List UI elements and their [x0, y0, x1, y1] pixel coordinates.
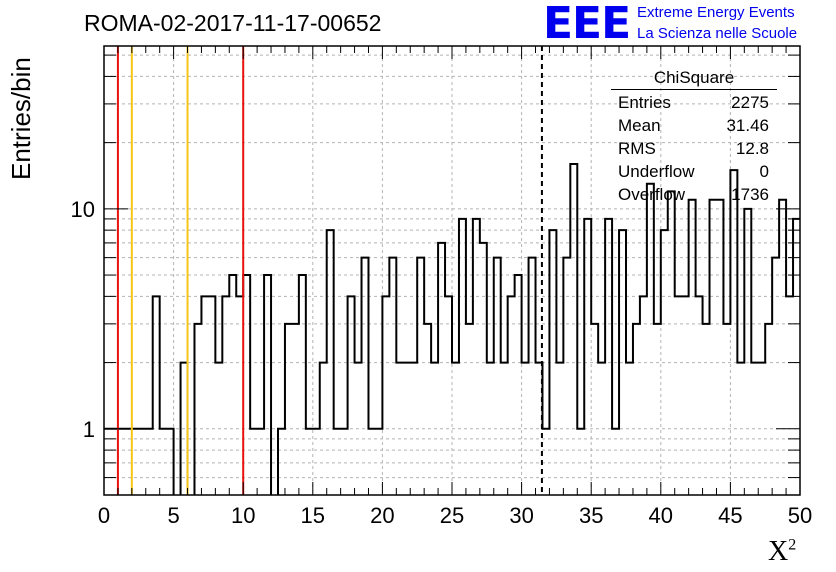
histogram-series	[104, 162, 835, 495]
stats-box: ChiSquare Entries 2275 Mean 31.46 RMS 12.8 …	[611, 68, 777, 206]
histogram-bin	[201, 296, 208, 495]
histogram-bin	[668, 191, 675, 495]
histogram-bin	[194, 324, 201, 495]
x-tick-label: 30	[509, 503, 533, 528]
x-tick-label: 15	[301, 503, 325, 528]
histogram-bin	[633, 324, 640, 495]
histogram-bin	[689, 200, 696, 495]
histogram-bin	[362, 258, 369, 495]
histogram-bin	[417, 258, 424, 495]
histogram-bin	[389, 258, 396, 495]
stats-value: 0	[759, 162, 769, 181]
histogram-bin	[299, 275, 306, 495]
histogram-bin	[703, 324, 710, 495]
histogram-bin	[821, 243, 828, 495]
histogram-bin	[480, 243, 487, 495]
histogram-bin	[828, 363, 835, 495]
histogram-bin	[570, 164, 577, 495]
histogram-bin	[222, 296, 229, 495]
logo-text-line1: Extreme Energy Events	[637, 4, 795, 21]
stats-label: Mean	[618, 116, 661, 135]
histogram-bin	[515, 275, 522, 495]
stats-row-rms: RMS 12.8	[611, 137, 777, 160]
stats-row-underflow: Underflow 0	[611, 160, 777, 183]
histogram-bin	[473, 219, 480, 495]
histogram-bin	[445, 296, 452, 495]
histogram-bin	[591, 324, 598, 495]
logo-text-line2: La Scienza nelle Scuole	[637, 25, 798, 42]
histogram-bin	[529, 258, 536, 495]
x-axis-label-superscript: 2	[788, 536, 797, 554]
histogram-bin	[710, 200, 717, 495]
stats-value: 31.46	[726, 116, 769, 135]
histogram-bin	[494, 258, 501, 495]
x-tick-label: 20	[370, 503, 394, 528]
axes: 0 5 10 15 20 25 30 35 40 45 50 1 10	[71, 45, 812, 528]
stats-label: Underflow	[618, 162, 695, 181]
histogram-bin	[229, 275, 236, 495]
chart-title: ROMA-02-2017-11-17-00652	[84, 10, 382, 36]
x-tick-label: 0	[98, 503, 110, 528]
histogram-bin	[696, 296, 703, 495]
x-tick-label: 35	[579, 503, 603, 528]
histogram-bin	[640, 296, 647, 495]
x-tick-label: 40	[649, 503, 673, 528]
histogram-bin	[236, 296, 243, 495]
x-tick-label: 50	[788, 503, 812, 528]
stats-value: 1736	[731, 185, 769, 204]
stats-row-mean: Mean 31.46	[611, 114, 777, 137]
histogram-bin	[716, 200, 723, 495]
histogram-bin	[285, 324, 292, 495]
histogram-bin	[682, 296, 689, 495]
histogram-bin	[292, 324, 299, 495]
histogram-bin	[675, 296, 682, 495]
histogram-bin	[584, 219, 591, 495]
histogram-bin	[807, 164, 814, 495]
histogram-bin	[563, 258, 570, 495]
histogram-bin	[348, 296, 355, 495]
histogram-bin	[765, 324, 772, 495]
y-tick-label: 10	[71, 197, 95, 222]
stats-label: Entries	[618, 93, 671, 112]
x-tick-label: 10	[231, 503, 255, 528]
stats-value: 12.8	[735, 139, 769, 158]
histogram-bin	[153, 296, 160, 495]
histogram-bin	[438, 243, 445, 495]
histogram-bin	[424, 324, 431, 495]
histogram-bin	[772, 258, 779, 495]
histogram-bin	[793, 219, 800, 495]
histogram-bin	[723, 324, 730, 495]
histogram-bin	[382, 296, 389, 495]
stats-label: Overflow	[618, 185, 686, 204]
histogram-bin	[264, 275, 271, 495]
reference-lines	[116, 46, 543, 495]
histogram-bin	[786, 296, 793, 495]
x-axis-label-symbol: X	[768, 536, 789, 567]
histogram-bin	[459, 219, 466, 495]
x-axis-label: X2	[768, 536, 796, 568]
eee-logo: EEE	[543, 0, 631, 49]
x-tick-label: 25	[440, 503, 464, 528]
histogram-bin	[243, 275, 250, 495]
histogram-bin	[208, 296, 215, 495]
histogram-bin	[605, 219, 612, 495]
stats-value: 2275	[731, 93, 769, 112]
x-tick-label: 5	[167, 503, 179, 528]
histogram-bin	[654, 324, 661, 495]
stats-row-entries: Entries 2275	[611, 91, 777, 114]
y-axis-label: Entries/bin	[6, 57, 36, 180]
histogram-line	[104, 162, 800, 495]
histogram-bin	[814, 164, 821, 495]
histogram-bin	[800, 219, 807, 495]
histogram-bin	[744, 209, 751, 495]
stats-label: RMS	[618, 139, 656, 158]
stats-box-title: ChiSquare	[611, 68, 777, 90]
histogram-bin	[779, 200, 786, 495]
stats-row-overflow: Overflow 1736	[611, 183, 777, 206]
y-tick-label: 1	[83, 417, 95, 442]
x-tick-label: 45	[718, 503, 742, 528]
histogram-bin	[508, 296, 515, 495]
histogram-bin	[466, 324, 473, 495]
